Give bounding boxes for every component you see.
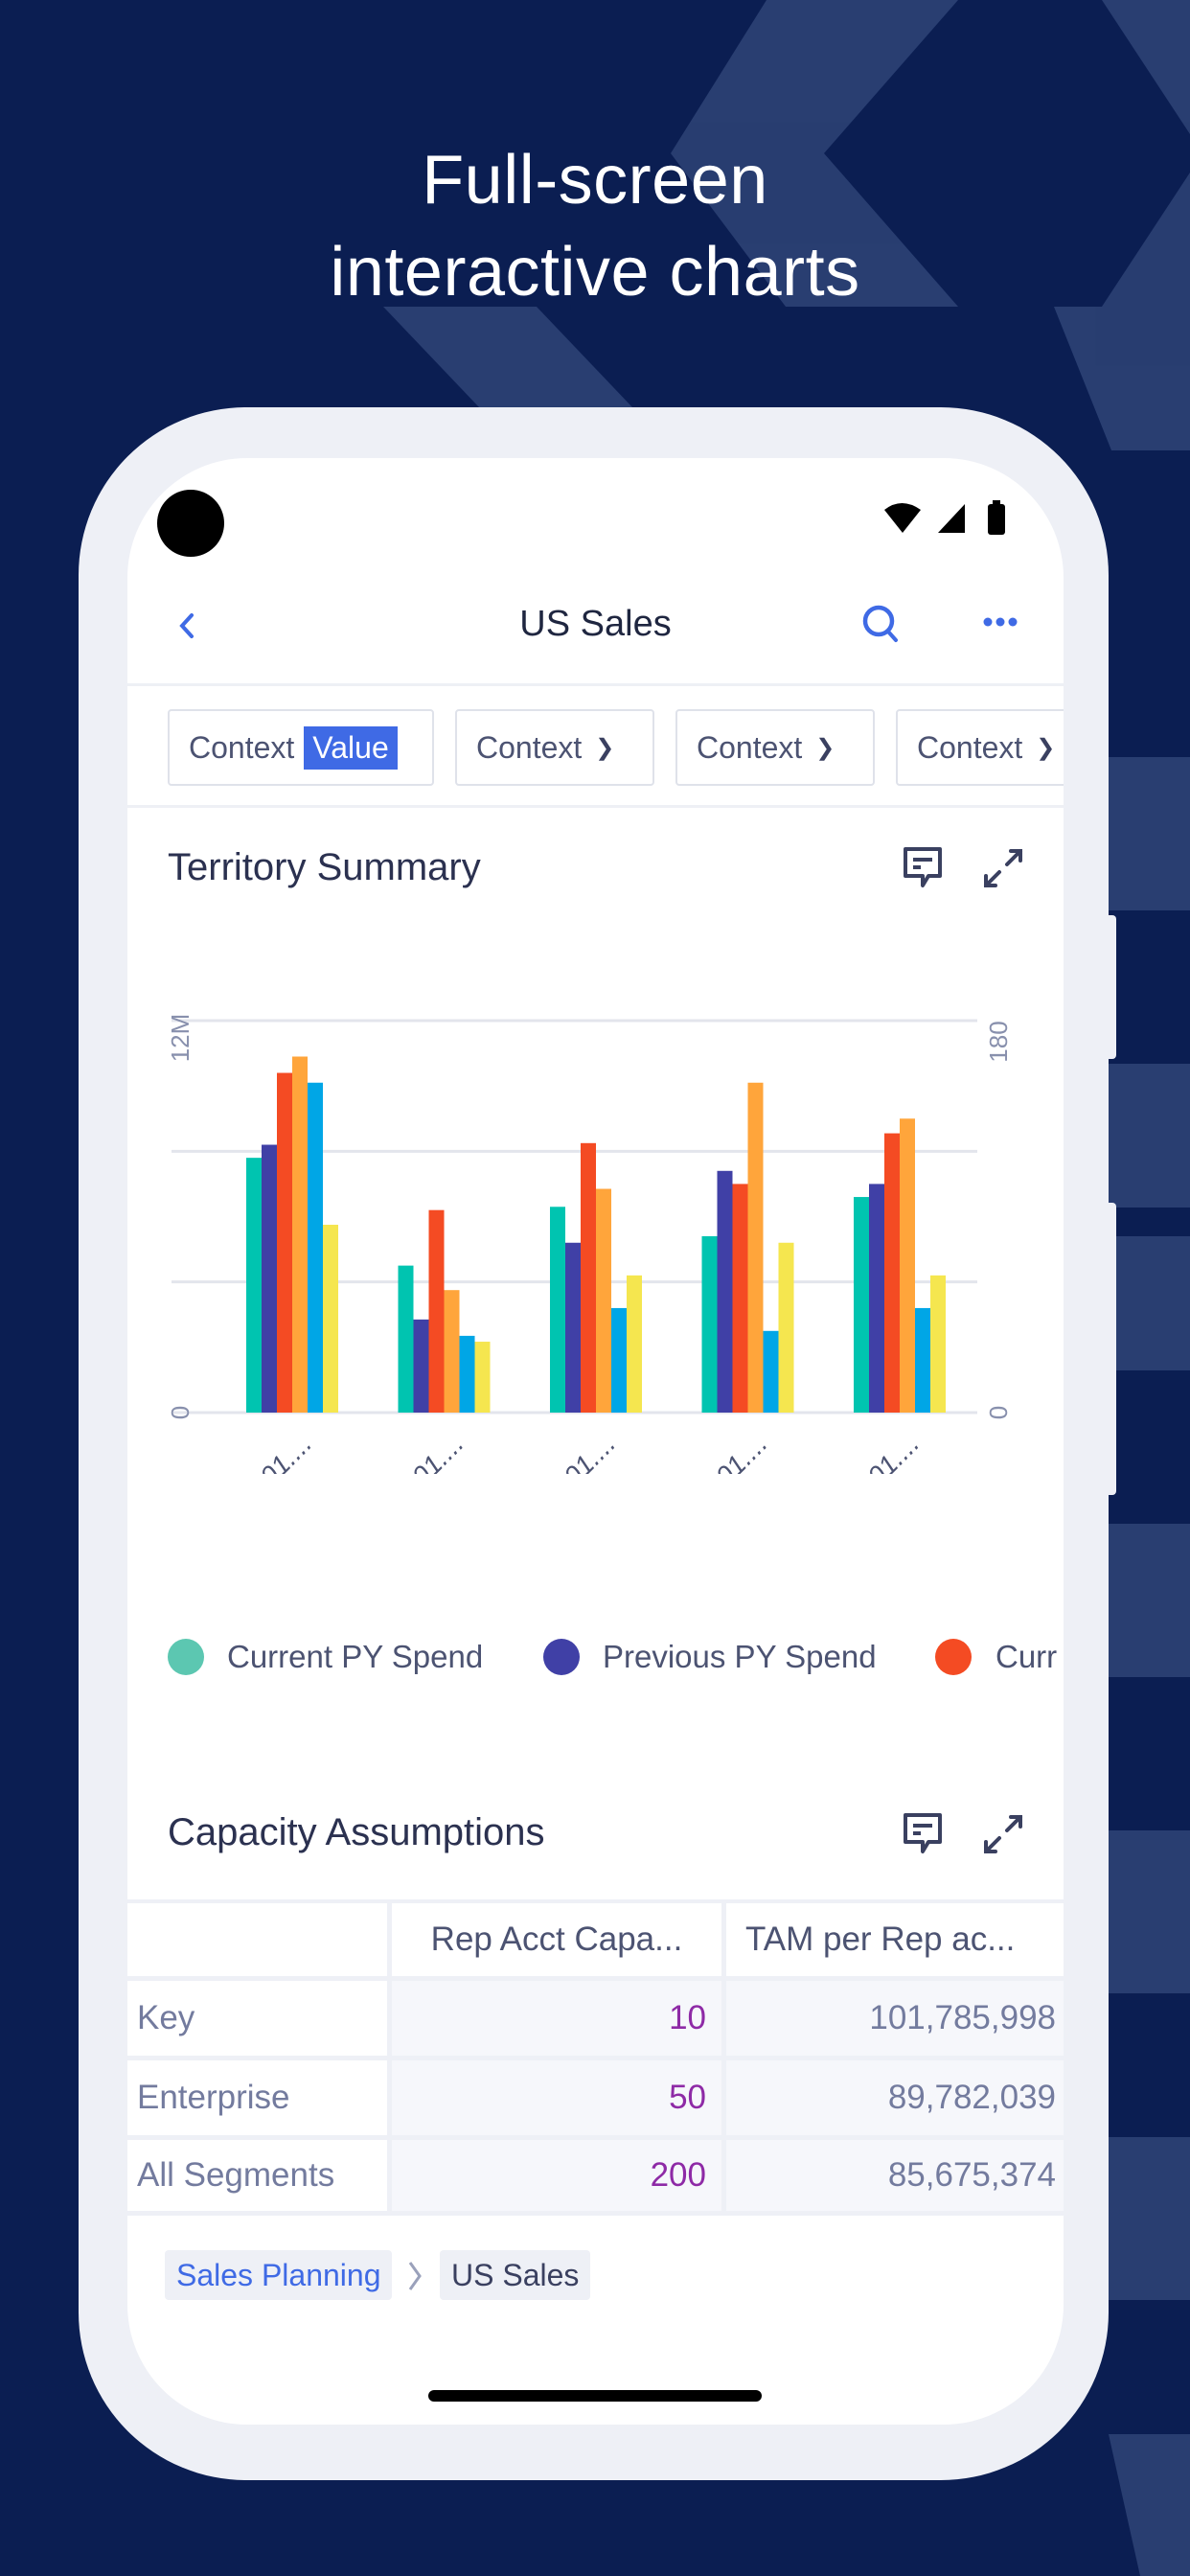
bar — [459, 1335, 475, 1413]
y-left-tick: 12M — [166, 1014, 195, 1063]
filter-value-badge: Value — [304, 725, 398, 770]
legend-label: Previous PY Spend — [603, 1639, 877, 1674]
bar — [778, 1242, 794, 1413]
context-filter-dropdown[interactable]: Context ❯ — [455, 709, 654, 786]
bar — [262, 1144, 277, 1413]
bar — [747, 1082, 764, 1413]
filter-label: Context — [697, 729, 803, 765]
bar — [246, 1158, 262, 1413]
breadcrumb-chevron-icon — [408, 2262, 422, 2290]
battery-icon — [988, 504, 1005, 535]
bar — [854, 1197, 869, 1413]
bar — [717, 1170, 733, 1413]
x-axis-label: ENT - S01.... — [794, 1428, 925, 1474]
bar — [884, 1133, 900, 1413]
x-axis-label: ENT - S01.... — [187, 1428, 317, 1474]
filter-label: Context — [917, 729, 1023, 765]
capacity-assumptions-title: Capacity Assumptions — [168, 1811, 545, 1853]
bar — [701, 1235, 718, 1413]
headline-line-2: interactive charts — [330, 234, 860, 310]
bar — [277, 1072, 292, 1413]
wifi-icon — [884, 503, 921, 533]
bar — [550, 1207, 565, 1413]
filter-label: Context — [476, 729, 583, 765]
more-horizontal-icon[interactable] — [983, 615, 1021, 629]
context-filter-dropdown[interactable]: Context ❯ — [896, 709, 1064, 786]
status-icons — [884, 500, 1005, 535]
legend-dot-previous-py — [543, 1639, 580, 1675]
bar — [596, 1188, 611, 1413]
chevron-down-icon: ❯ — [1036, 734, 1056, 761]
bar — [308, 1082, 323, 1413]
column-header[interactable]: Rep Acct Capa... — [392, 1903, 721, 1976]
territory-summary-title: Territory Summary — [168, 846, 481, 888]
page-title: US Sales — [519, 604, 672, 644]
bar — [900, 1118, 915, 1413]
header-divider — [127, 683, 1064, 686]
table-cell[interactable]: 89,782,039 — [726, 2060, 1064, 2135]
bar — [413, 1319, 429, 1413]
expand-icon[interactable] — [980, 845, 1026, 891]
bar — [930, 1275, 946, 1413]
row-label: All Segments — [127, 2140, 387, 2211]
bar — [581, 1142, 596, 1413]
context-filter-chip[interactable]: Context Value — [168, 709, 434, 786]
filter-label: Context — [189, 729, 295, 765]
legend-label: Current PY Spend — [227, 1639, 484, 1674]
back-chevron-icon[interactable] — [175, 611, 198, 640]
search-icon[interactable] — [859, 602, 904, 646]
bar — [398, 1265, 414, 1413]
phone-side-button — [1107, 1203, 1116, 1495]
bar — [323, 1225, 338, 1413]
context-filter-dropdown[interactable]: Context ❯ — [675, 709, 875, 786]
chevron-down-icon: ❯ — [815, 734, 835, 761]
headline-line-1: Full-screen — [422, 142, 768, 218]
table-cell[interactable]: 85,675,374 — [726, 2140, 1064, 2211]
breadcrumb-sales-planning[interactable]: Sales Planning — [165, 2250, 393, 2300]
comment-icon[interactable] — [902, 845, 946, 893]
expand-icon[interactable] — [980, 1811, 1026, 1857]
x-axis-label: ENT - S01.... — [491, 1428, 621, 1474]
bar — [611, 1307, 627, 1413]
x-axis-label: ENT - S01.... — [338, 1428, 469, 1474]
y-right-tick: 180 — [984, 1021, 1013, 1062]
phone-side-button — [1107, 915, 1116, 1059]
phone-screen: US Sales Context Value Context ❯ Context ❯… — [127, 458, 1064, 2425]
table-header-corner — [127, 1903, 387, 1976]
bar — [869, 1184, 884, 1413]
bar — [428, 1209, 445, 1413]
y-right-tick: 0 — [984, 1406, 1013, 1419]
bar — [732, 1184, 748, 1413]
home-indicator[interactable] — [428, 2390, 762, 2402]
table-cell[interactable]: 101,785,998 — [726, 1981, 1064, 2056]
chevron-down-icon: ❯ — [595, 734, 615, 761]
x-axis-label: ENT - S01.... — [642, 1428, 772, 1474]
y-left-tick: 0 — [166, 1406, 195, 1419]
column-header[interactable]: TAM per Rep ac... — [726, 1903, 1064, 1976]
promo-headline: Full-screen interactive charts — [0, 134, 1190, 318]
table-cell[interactable]: 50 — [392, 2060, 721, 2135]
row-label: Key — [127, 1981, 387, 2056]
signal-icon — [938, 504, 965, 533]
table-cell[interactable]: 200 — [392, 2140, 721, 2211]
bar — [627, 1275, 642, 1413]
legend-dot-current-py — [168, 1639, 204, 1675]
breadcrumb-us-sales: US Sales — [440, 2250, 591, 2300]
legend-dot-current — [935, 1639, 972, 1675]
bar — [915, 1307, 930, 1413]
camera-cutout — [157, 490, 224, 557]
bar — [444, 1290, 460, 1413]
territory-bar-chart[interactable]: 0 12M 0 180 ENT - S01.... ENT - S01.... ENT - … — [127, 956, 1064, 1474]
bar — [763, 1330, 779, 1413]
legend-label: Curr — [995, 1639, 1058, 1674]
table-cell[interactable]: 10 — [392, 1981, 721, 2056]
filter-divider — [127, 805, 1064, 808]
capacity-table: Rep Acct Capa... TAM per Rep ac... Key 1… — [127, 1899, 1064, 2216]
row-label: Enterprise — [127, 2060, 387, 2135]
bar — [565, 1242, 581, 1413]
bar — [292, 1056, 308, 1413]
comment-icon[interactable] — [902, 1811, 946, 1859]
bar — [474, 1342, 491, 1413]
